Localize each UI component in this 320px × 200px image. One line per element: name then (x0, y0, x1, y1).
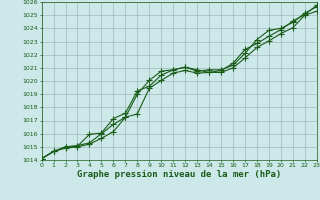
X-axis label: Graphe pression niveau de la mer (hPa): Graphe pression niveau de la mer (hPa) (77, 170, 281, 179)
